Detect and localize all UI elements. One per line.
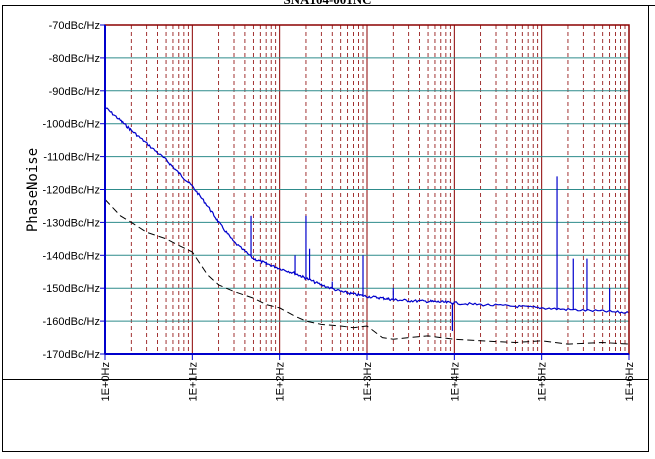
y-tick-label: -120dBc/Hz xyxy=(43,185,100,197)
x-tick-label: 1E+1Hz xyxy=(187,362,199,401)
x-tick-label: 1E+6Hz xyxy=(624,362,636,401)
table-row-divider xyxy=(2,379,649,380)
document-header-text: SNA104-001NC xyxy=(0,0,655,8)
series-layer xyxy=(104,106,630,345)
x-tick-label: 1E+4Hz xyxy=(449,362,461,401)
table-edge-mark xyxy=(648,5,655,6)
y-tick-label: -130dBc/Hz xyxy=(43,217,100,229)
y-tick-labels: -70dBc/Hz -80dBc/Hz -90dBc/Hz -100dBc/Hz -11… xyxy=(43,20,100,361)
y-tick-label: -150dBc/Hz xyxy=(43,283,100,295)
y-tick-label: -160dBc/Hz xyxy=(43,316,100,328)
x-tick-label: 1E+2Hz xyxy=(275,362,287,401)
x-tick-label: 1E+5Hz xyxy=(537,362,549,401)
y-tick-label: -100dBc/Hz xyxy=(43,119,100,131)
y-tick-label: -90dBc/Hz xyxy=(49,86,100,98)
y-axis-label: PhaseNoise xyxy=(25,148,41,232)
series-main-line xyxy=(104,106,630,314)
y-tick-label: -80dBc/Hz xyxy=(49,53,100,65)
x-tick-labels: 1E+0Hz 1E+1Hz 1E+2Hz 1E+3Hz 1E+4Hz 1E+5Hz 1E+6… xyxy=(100,362,636,401)
axes-layer xyxy=(100,24,630,360)
series-reference-line xyxy=(104,199,630,345)
y-tick-label: -170dBc/Hz xyxy=(43,349,100,361)
y-tick-label: -70dBc/Hz xyxy=(49,20,100,32)
table-frame xyxy=(2,5,649,452)
x-tick-label: 1E+3Hz xyxy=(362,362,374,401)
grid-layer xyxy=(104,24,630,355)
y-tick-label: -140dBc/Hz xyxy=(43,250,100,262)
x-tick-label: 1E+0Hz xyxy=(100,362,112,401)
y-tick-label: -110dBc/Hz xyxy=(43,152,100,164)
